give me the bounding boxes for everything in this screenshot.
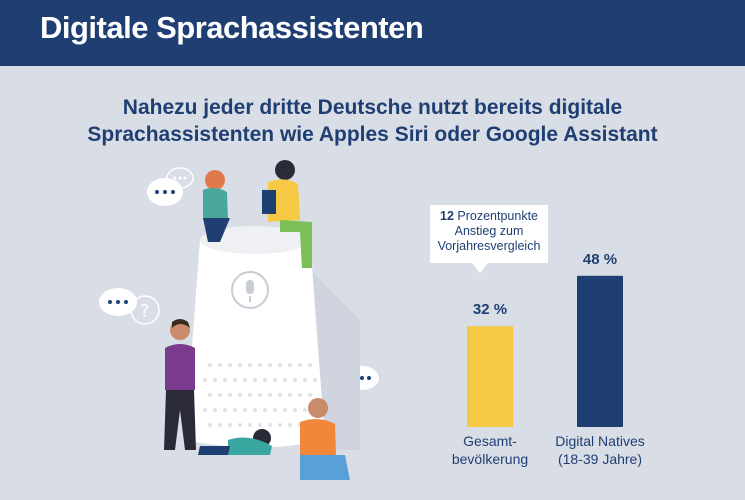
- callout-number: 12: [440, 209, 454, 223]
- svg-text:?: ?: [140, 301, 150, 322]
- question-bubble-icon: ?: [99, 288, 160, 325]
- page-title: Digitale Sprachassistenten: [40, 10, 424, 45]
- bar-gesamtbevoelkerung: [467, 326, 513, 427]
- person-lying: [198, 429, 272, 455]
- person-sitting-orange: [300, 398, 350, 480]
- callout-line-3: Vorjahresvergleich: [437, 239, 541, 253]
- smart-speaker-illustration: ? ?: [99, 160, 379, 480]
- person-sitting-left: [203, 170, 230, 242]
- bar-chart: 32 % Gesamt-bevölkerung 48 % Digital Native…: [452, 251, 645, 467]
- category-label: bevölkerung: [452, 451, 528, 467]
- category-label: (18-39 Jahre): [558, 451, 642, 467]
- person-standing: [164, 319, 196, 450]
- callout-line-1: 12 Prozentpunkte: [430, 209, 548, 224]
- bar-digital-natives: [577, 275, 623, 427]
- header-bar: Digitale Sprachassistenten: [0, 0, 745, 66]
- bar-value-label: 32 %: [473, 301, 507, 318]
- category-label: Gesamt-: [463, 433, 517, 449]
- smart-speaker: [185, 226, 325, 448]
- subtitle-line-2: Sprachassistenten wie Apples Siri oder G…: [87, 123, 658, 146]
- speech-bubble-icon: [147, 167, 194, 206]
- bar-value-label: 48 %: [583, 251, 617, 268]
- callout-line-1-text: Prozentpunkte: [457, 209, 538, 223]
- subtitle-line-1: Nahezu jeder dritte Deutsche nutzt berei…: [122, 96, 623, 119]
- person-sitting-right: [262, 160, 312, 268]
- callout-line-2: Anstieg zum: [454, 224, 524, 238]
- category-label: Digital Natives: [555, 433, 644, 449]
- increase-callout: 12 Prozentpunkte Anstieg zum Vorjahresve…: [430, 205, 548, 273]
- chart-subtitle: Nahezu jeder dritte Deutsche nutzt berei…: [60, 94, 685, 148]
